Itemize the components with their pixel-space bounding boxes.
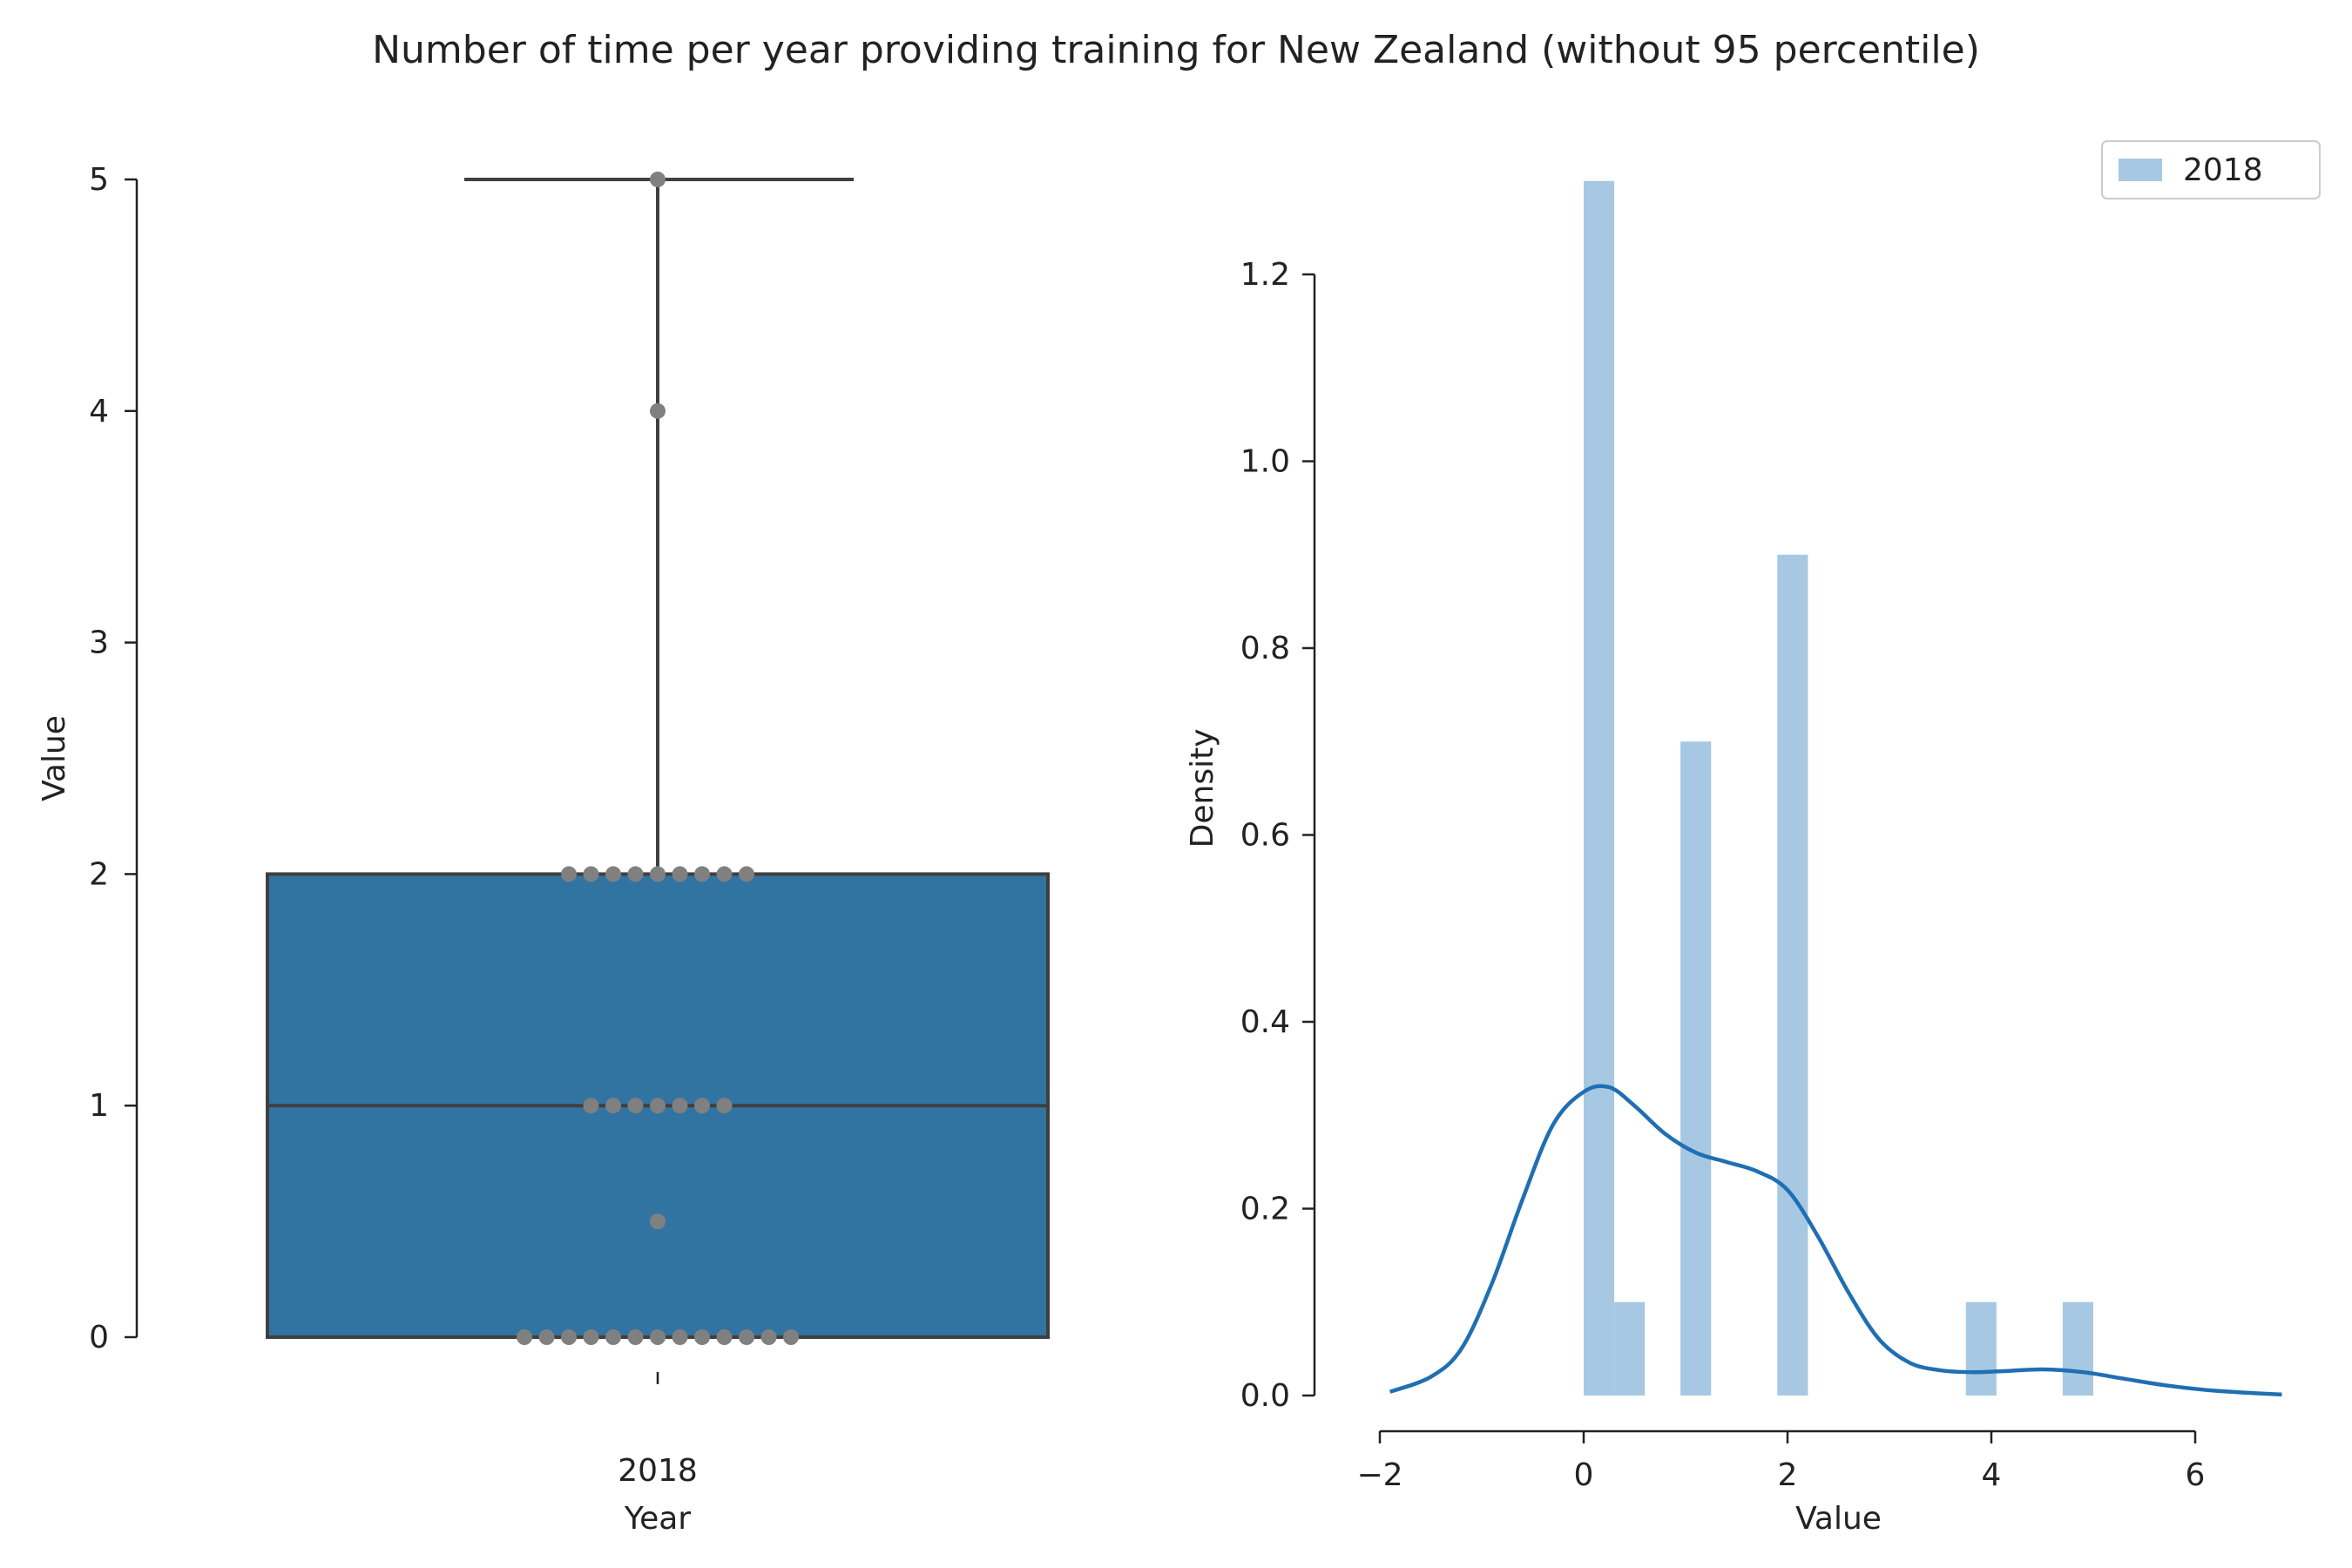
swarm-point bbox=[561, 866, 577, 882]
swarm-point bbox=[716, 1329, 733, 1345]
y-tick-label: 1 bbox=[89, 1088, 109, 1124]
x-tick-label: 0 bbox=[1574, 1457, 1594, 1493]
swarm-point bbox=[650, 172, 666, 187]
y-tick-label: 0.2 bbox=[1240, 1192, 1290, 1227]
y-tick-label: 0 bbox=[89, 1320, 109, 1355]
y-axis-label: Density bbox=[1185, 728, 1220, 848]
swarm-point bbox=[650, 1213, 666, 1230]
swarm-point bbox=[760, 1329, 777, 1345]
swarm-point bbox=[627, 1098, 644, 1114]
swarm-point bbox=[583, 1098, 599, 1114]
y-tick-label: 0.8 bbox=[1240, 631, 1290, 666]
swarm-point bbox=[694, 866, 710, 882]
x-tick-label: 4 bbox=[1982, 1457, 2002, 1493]
y-tick-label: 1.2 bbox=[1240, 257, 1290, 293]
legend-swatch bbox=[2119, 159, 2162, 181]
y-tick-label: 4 bbox=[89, 394, 109, 429]
x-tick-label: −2 bbox=[1356, 1457, 1402, 1493]
swarm-point bbox=[739, 1329, 754, 1345]
swarm-point bbox=[583, 1329, 599, 1345]
swarm-point bbox=[650, 1098, 666, 1114]
swarm-point bbox=[716, 866, 733, 882]
swarm-point bbox=[739, 866, 754, 882]
histogram-bar bbox=[1614, 1301, 1646, 1396]
legend-label: 2018 bbox=[2183, 152, 2263, 188]
swarm-point bbox=[672, 1329, 688, 1345]
swarm-point bbox=[627, 866, 644, 882]
y-tick-label: 3 bbox=[89, 625, 109, 661]
swarm-point bbox=[783, 1329, 799, 1345]
histogram-bar bbox=[2062, 1301, 2093, 1396]
swarm-point bbox=[694, 1329, 710, 1345]
x-axis-label: Year bbox=[624, 1501, 691, 1537]
y-tick-label: 0.4 bbox=[1240, 1004, 1290, 1040]
swarm-point bbox=[672, 1098, 688, 1114]
histogram-bar bbox=[1777, 554, 1808, 1396]
histogram-panel: 0.0 0.2 0.4 0.6 0.8 1.0 1.2 Density −2 0 2 4 6 Value 2… bbox=[1185, 140, 2321, 1537]
histogram-bar bbox=[1584, 180, 1615, 1396]
swarm-point bbox=[605, 866, 621, 882]
histogram-bar bbox=[1965, 1301, 1997, 1396]
histogram-bar bbox=[1680, 741, 1712, 1396]
swarm-point bbox=[561, 1329, 577, 1345]
legend-frame bbox=[2101, 140, 2321, 199]
swarm-point bbox=[650, 1329, 666, 1345]
y-tick-label: 1.0 bbox=[1240, 444, 1290, 480]
swarm-point bbox=[517, 1329, 532, 1345]
swarm-point bbox=[605, 1098, 621, 1114]
x-axis-label: Value bbox=[1795, 1501, 1882, 1537]
swarm-point bbox=[538, 1329, 555, 1345]
x-tick-label: 2018 bbox=[618, 1453, 698, 1489]
swarm-point bbox=[650, 866, 666, 882]
x-tick-label: 6 bbox=[2186, 1457, 2206, 1493]
y-tick-label: 0.6 bbox=[1240, 818, 1290, 854]
y-tick-label: 5 bbox=[89, 162, 109, 198]
figure-title: Number of time per year providing traini… bbox=[372, 28, 1980, 72]
kde-line bbox=[1389, 1084, 2282, 1397]
boxplot-panel: 0 1 2 3 4 5 Value 2018 Year bbox=[37, 162, 1050, 1537]
legend: 2018 bbox=[2101, 140, 2321, 199]
swarm-point bbox=[605, 1329, 621, 1345]
swarm-point bbox=[627, 1329, 644, 1345]
y-tick-label: 2 bbox=[89, 856, 109, 892]
x-tick-label: 2 bbox=[1778, 1457, 1798, 1493]
y-tick-label: 0.0 bbox=[1240, 1378, 1290, 1414]
swarm-point bbox=[716, 1098, 733, 1114]
swarm-point bbox=[694, 1098, 710, 1114]
swarm-point bbox=[650, 402, 666, 419]
swarm-point bbox=[583, 866, 599, 882]
y-axis-label: Value bbox=[37, 715, 72, 801]
swarm-point bbox=[672, 866, 688, 882]
